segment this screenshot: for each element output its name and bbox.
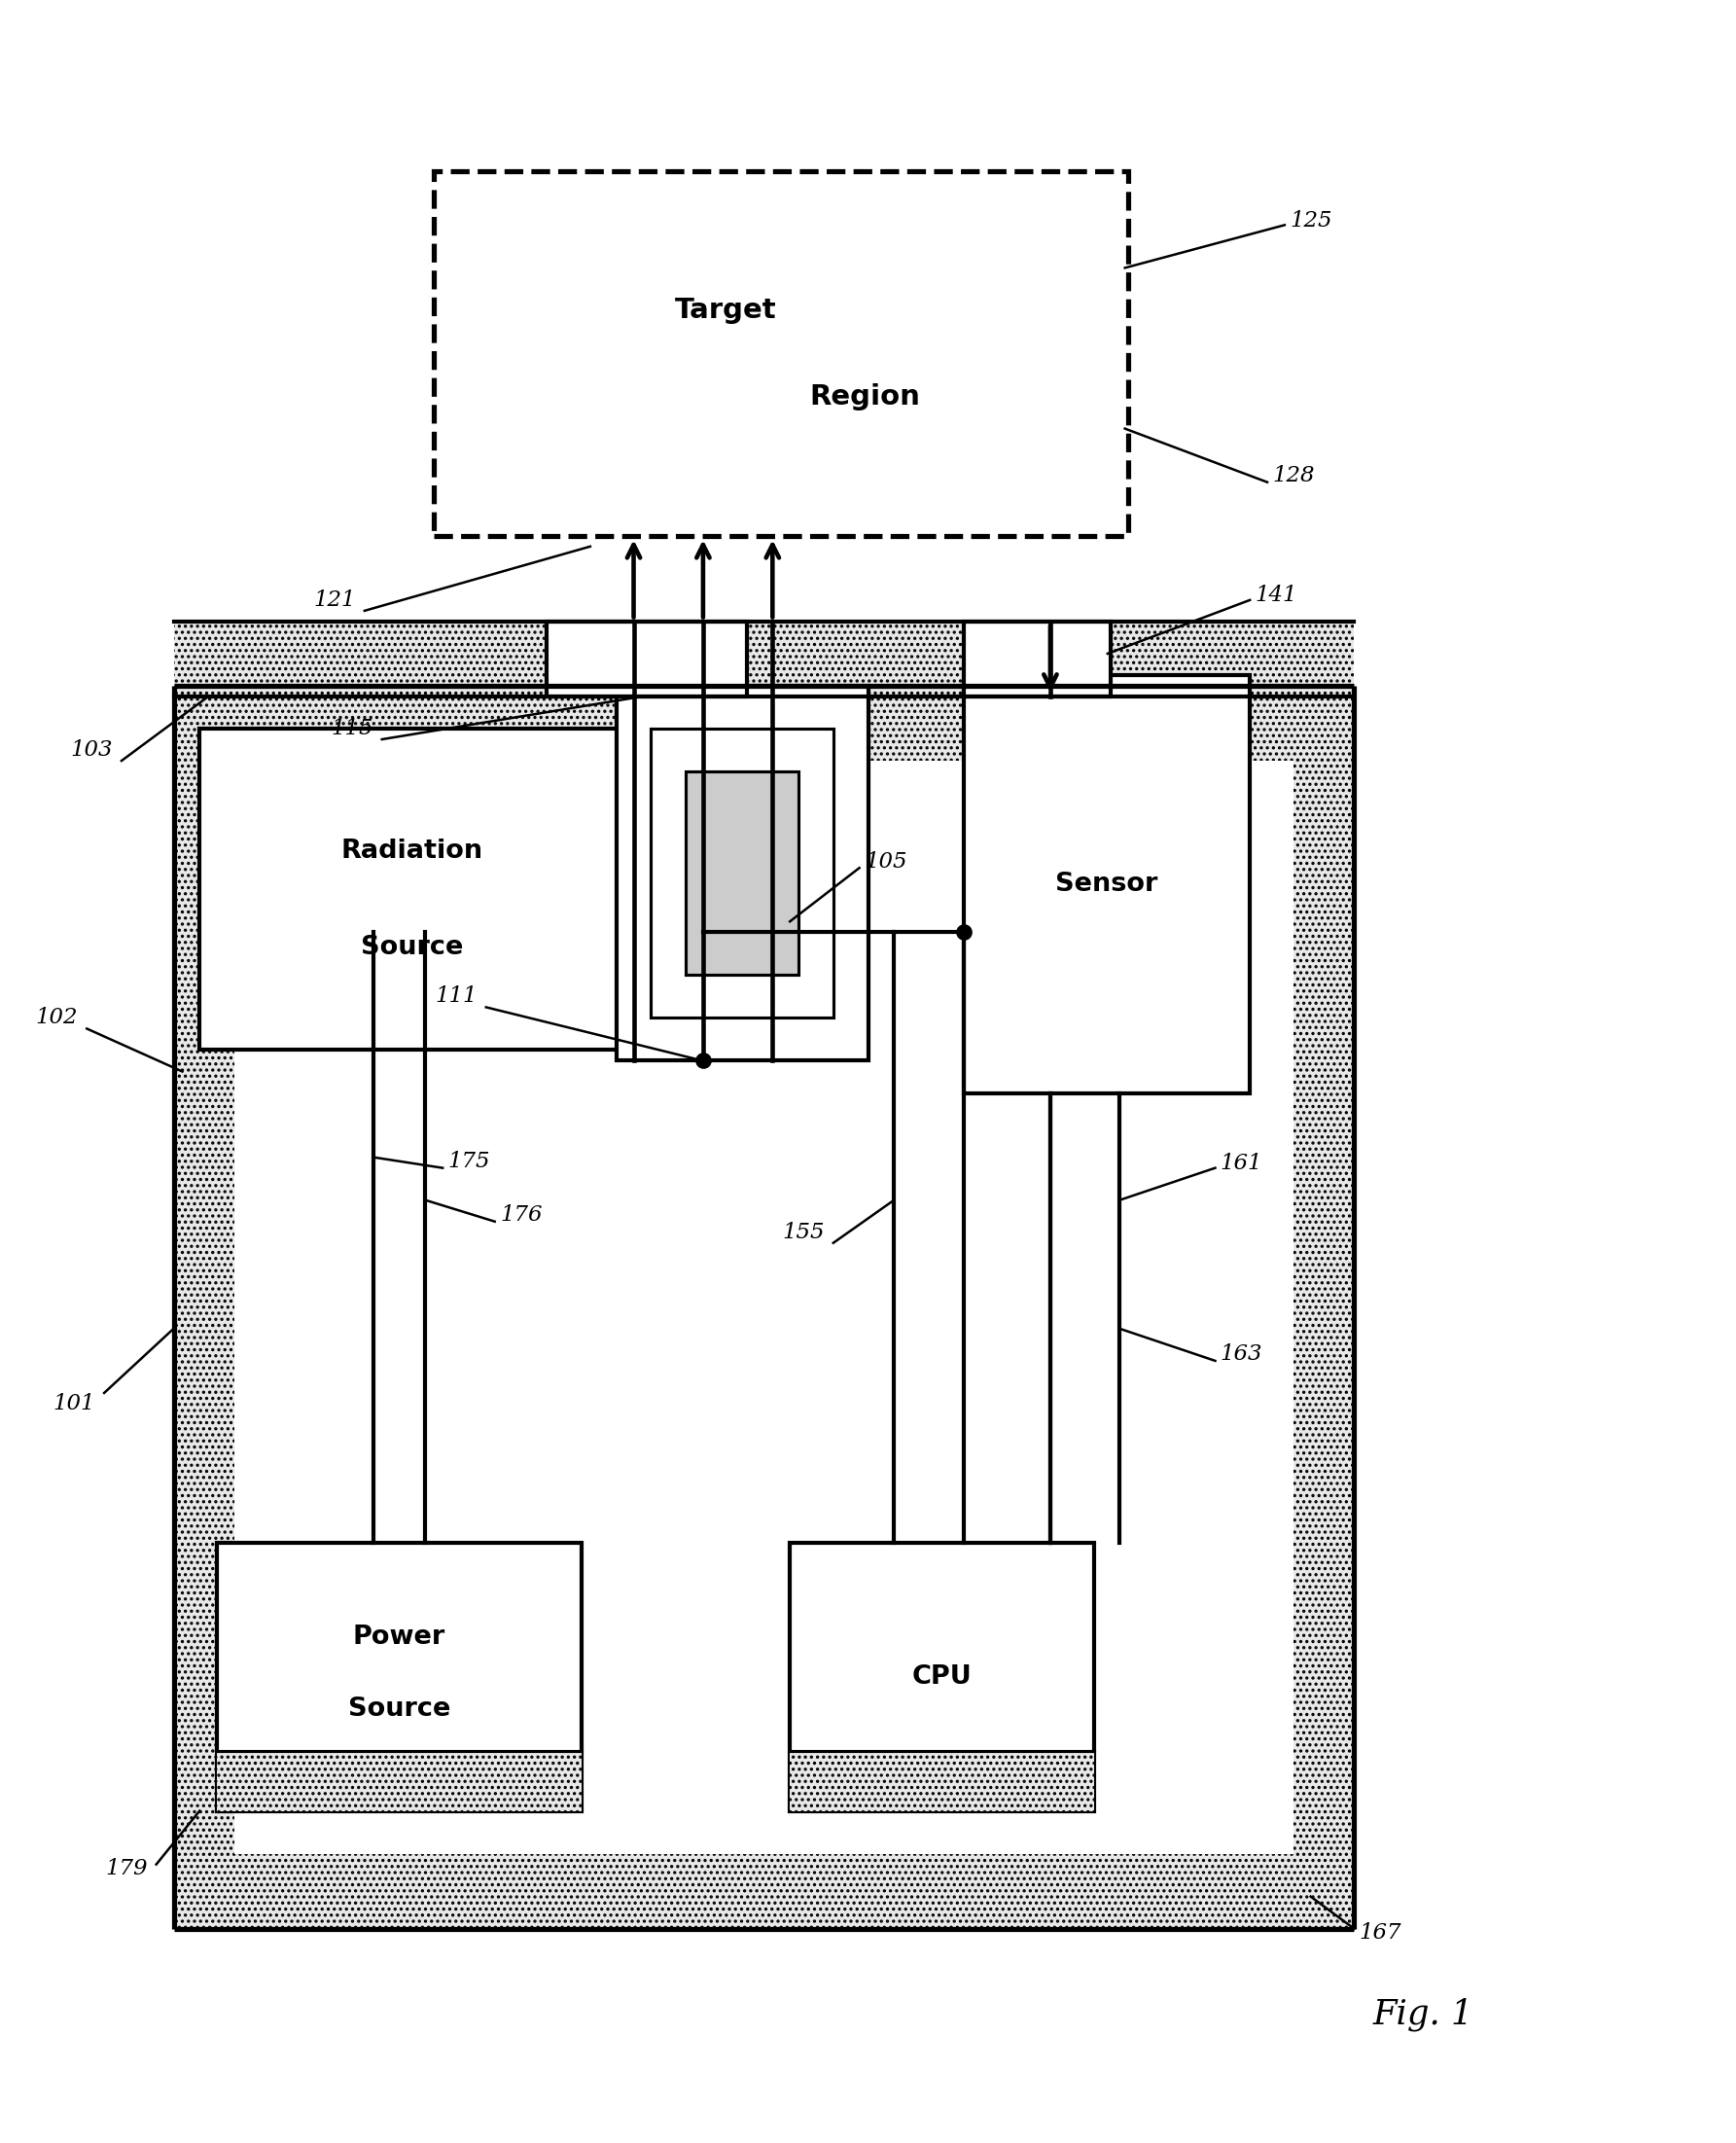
Text: 103: 103 (71, 739, 113, 761)
Bar (434, 171, 1128, 536)
Bar (234, 761, 1293, 1854)
Text: 176: 176 (500, 1204, 542, 1226)
Text: 167: 167 (1359, 1922, 1401, 1944)
Bar (174, 621, 1354, 696)
Text: 161: 161 (1220, 1153, 1262, 1174)
Bar (217, 1751, 582, 1811)
Bar (790, 1543, 1094, 1811)
Text: Target: Target (675, 296, 776, 324)
Bar (547, 621, 746, 696)
Text: 121: 121 (314, 589, 356, 611)
Text: 125: 125 (1290, 210, 1332, 231)
Text: 163: 163 (1220, 1344, 1262, 1365)
Bar (1293, 686, 1354, 1929)
Bar (686, 771, 799, 975)
Text: Region: Region (809, 384, 920, 411)
Bar (963, 621, 1111, 696)
Text: CPU: CPU (911, 1665, 972, 1689)
Bar (174, 1854, 1354, 1929)
Text: 101: 101 (54, 1393, 95, 1414)
Bar (217, 1543, 582, 1811)
Text: 115: 115 (332, 718, 373, 739)
Bar (616, 686, 868, 1061)
Text: 155: 155 (783, 1222, 825, 1243)
Bar (651, 729, 833, 1018)
Text: 128: 128 (1272, 465, 1314, 486)
Text: 175: 175 (448, 1151, 490, 1172)
Text: Source: Source (361, 934, 464, 960)
Bar (790, 1751, 1094, 1811)
Text: 102: 102 (36, 1007, 78, 1029)
Text: Fig. 1: Fig. 1 (1373, 1997, 1474, 2032)
Bar (174, 686, 234, 1929)
Bar (963, 675, 1250, 1093)
Text: 141: 141 (1255, 585, 1297, 606)
Text: Power: Power (352, 1624, 446, 1650)
Text: Source: Source (347, 1697, 451, 1721)
Bar (200, 729, 625, 1050)
Text: 179: 179 (106, 1858, 148, 1879)
Text: 111: 111 (436, 986, 477, 1007)
Text: 105: 105 (865, 851, 906, 872)
Text: Radiation: Radiation (342, 838, 483, 864)
Text: Sensor: Sensor (1055, 872, 1158, 896)
Bar (174, 686, 1354, 761)
